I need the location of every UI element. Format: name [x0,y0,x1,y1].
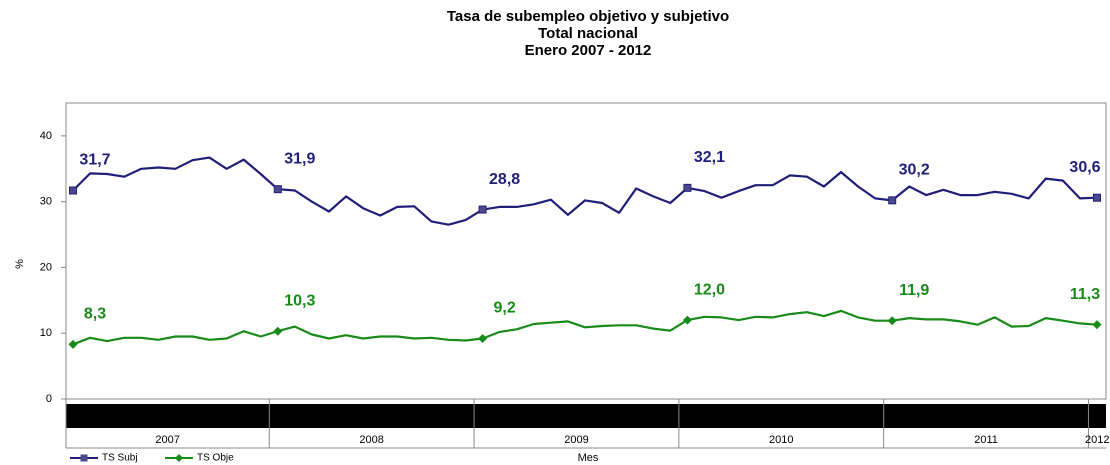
x-group-label: 2009 [564,434,588,446]
data-label: 8,3 [84,306,106,323]
point-marker [478,205,487,214]
plot-area [65,102,1107,400]
chart-title: Total nacional [538,25,638,42]
point-marker [682,315,692,325]
y-tick-label: 0 [46,393,52,405]
point-marker [273,185,282,194]
point-marker [69,186,77,195]
x-group-label: 2011 [974,434,998,446]
data-label: 12,0 [694,281,725,298]
x-group-label: 2008 [359,434,383,446]
data-label: 9,2 [493,300,515,317]
y-axis-label: % [14,259,26,269]
data-label: 31,9 [284,150,315,167]
point-marker [888,196,897,205]
x-group-label: 2007 [155,434,179,446]
point-marker [478,333,488,343]
x-group-label: 2010 [769,434,793,446]
series-line [72,309,1098,346]
series-line [72,156,1098,226]
y-tick-label: 30 [40,196,52,208]
legend-marker [80,454,88,462]
data-label: 11,9 [899,282,929,299]
data-label: 32,1 [694,149,725,166]
data-label: 11,3 [1070,286,1100,303]
data-label: 10,3 [284,292,315,309]
data-label: 28,8 [489,171,520,188]
point-marker [887,316,897,326]
y-tick-label: 10 [40,327,52,339]
x-axis-label: Mes [578,452,599,464]
point-marker [68,339,78,349]
month-labels-band [66,404,1106,428]
point-marker [683,183,692,192]
data-label: 30,6 [1069,159,1100,176]
x-group-label: 2012 [1085,434,1109,446]
chart-title: Enero 2007 - 2012 [525,42,652,59]
legend-label: TS Subj [102,453,138,464]
legend-marker [175,454,183,462]
data-label: 31,7 [79,152,110,169]
legend-label: TS Obje [197,453,234,464]
point-marker [273,326,283,336]
point-marker [1092,320,1102,330]
data-label: 30,2 [899,162,930,179]
chart-title: Tasa de subempleo objetivo y subjetivo [447,8,729,25]
y-tick-label: 40 [40,130,52,142]
point-marker [1093,193,1101,202]
y-tick-label: 20 [40,261,52,273]
